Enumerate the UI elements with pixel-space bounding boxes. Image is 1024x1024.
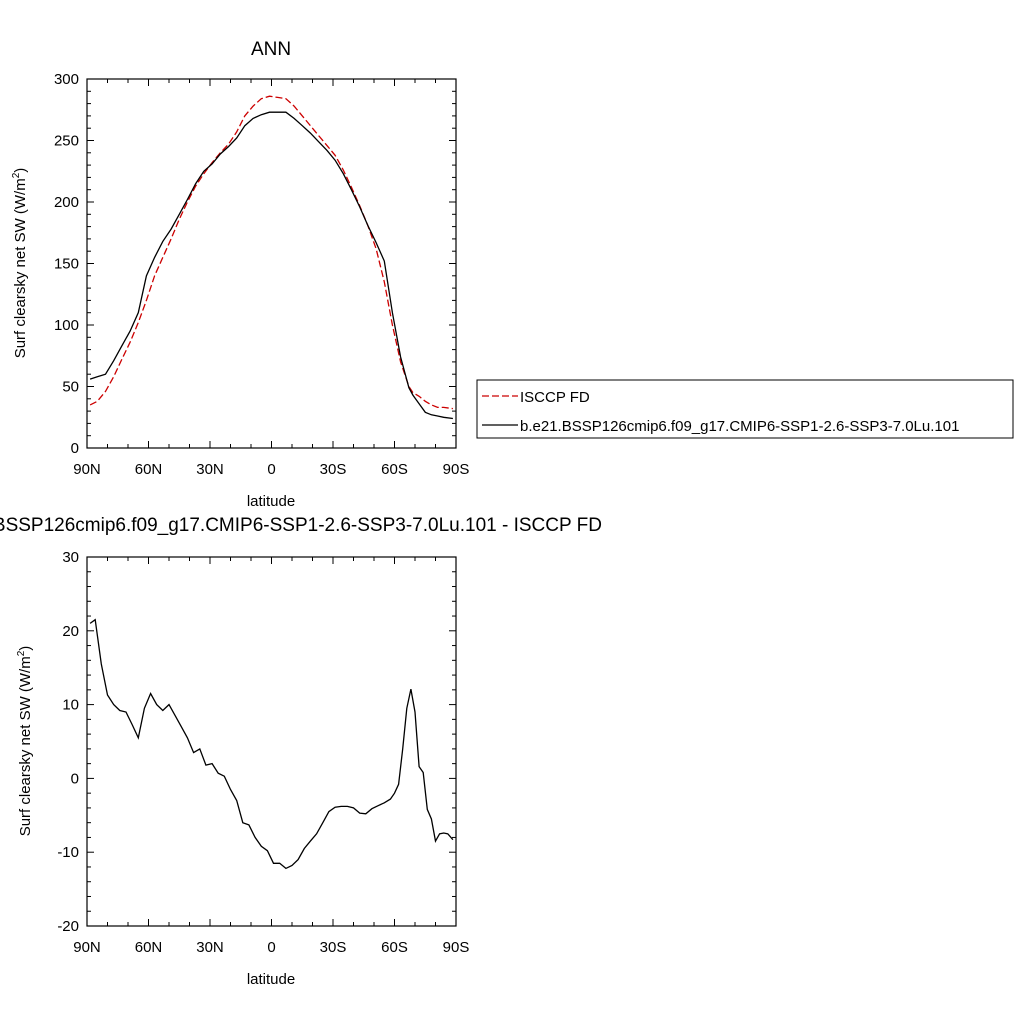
y-tick-label: 250 [54, 133, 79, 150]
y-tick-label: 0 [71, 770, 79, 787]
legend-box [476, 379, 1014, 439]
series-line-0 [89, 618, 454, 870]
x-tick-label: 30S [320, 939, 347, 956]
x-tick-label: 90N [73, 939, 101, 956]
legend: ISCCP FD b.e21.BSSP126cmip6.f09_g17.CMIP… [476, 379, 1014, 439]
y-axis-label: Surf clearsky net SW (W/m2) [16, 646, 34, 837]
plot-frame [86, 556, 457, 927]
x-tick-label: 0 [267, 461, 275, 478]
y-tick-label: 50 [62, 379, 79, 396]
x-axis-label: latitude [247, 971, 295, 988]
y-tick-label: 20 [62, 623, 79, 640]
x-tick-label: 90S [443, 939, 470, 956]
x-tick-label: 60N [135, 939, 163, 956]
y-axis-label: Surf clearsky net SW (W/m2) [11, 168, 29, 359]
x-tick-label: 30N [196, 461, 224, 478]
plot-frame [86, 78, 457, 449]
y-tick-label: 150 [54, 256, 79, 273]
x-tick-label: 90S [443, 461, 470, 478]
legend-entry-model: b.e21.BSSP126cmip6.f09_g17.CMIP6-SSP1-2.… [520, 418, 959, 435]
x-tick-label: 30N [196, 939, 224, 956]
x-tick-label: 60N [135, 461, 163, 478]
x-tick-label: 90N [73, 461, 101, 478]
difference-chart: b.e21.BSSP126cmip6.f09_g17.CMIP6-SSP1-2.… [0, 515, 602, 988]
x-axis-label: latitude [247, 493, 295, 510]
chart-title: b.e21.BSSP126cmip6.f09_g17.CMIP6-SSP1-2.… [0, 515, 602, 536]
x-tick-label: 0 [267, 939, 275, 956]
y-tick-label: -20 [57, 918, 79, 935]
y-tick-label: 200 [54, 194, 79, 211]
x-tick-label: 30S [320, 461, 347, 478]
y-tick-label: 10 [62, 697, 79, 714]
chart-title: ANN [251, 39, 291, 60]
legend-entry-obs: ISCCP FD [520, 389, 590, 406]
series-line-1 [89, 111, 453, 420]
y-tick-label: 30 [62, 549, 79, 566]
mean-chart: ANN 90N 60N 30N 0 30S 60S 90S 0 50 100 150 200 250 30… [11, 39, 469, 510]
x-tick-label: 60S [381, 461, 408, 478]
y-tick-label: 100 [54, 317, 79, 334]
y-tick-label: -10 [57, 844, 79, 861]
series-line-0 [89, 95, 453, 410]
x-tick-label: 60S [381, 939, 408, 956]
y-tick-label: 300 [54, 71, 79, 88]
y-tick-label: 0 [71, 440, 79, 457]
